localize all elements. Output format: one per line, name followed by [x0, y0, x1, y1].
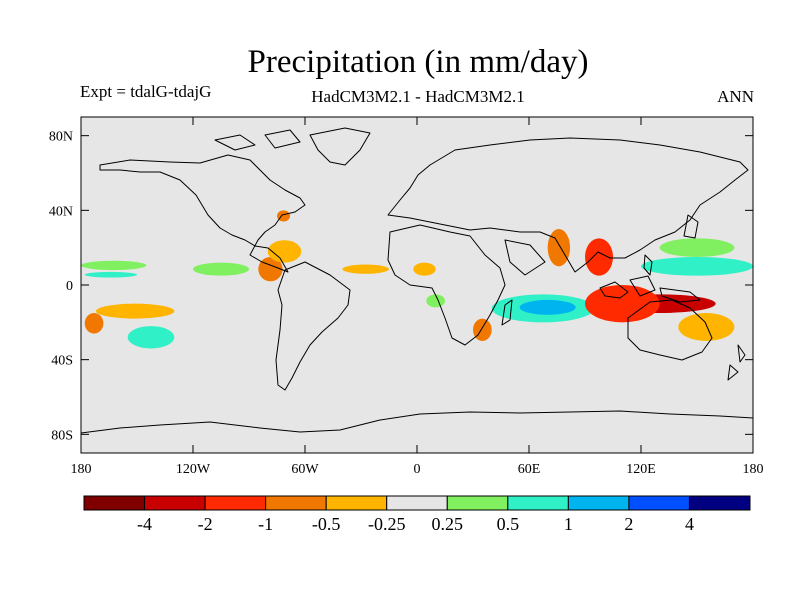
colorbar-swatch	[567, 495, 630, 511]
colorbar-swatch	[325, 495, 388, 511]
colorbar-swatch	[386, 495, 448, 511]
model-label: HadCM3M2.1 - HadCM3M2.1	[311, 87, 525, 106]
colorbar-level-label: -0.25	[368, 514, 406, 534]
anomaly-region-10	[413, 262, 436, 276]
anomaly-fills	[81, 210, 753, 349]
anomaly-region-0	[81, 260, 147, 271]
coastline-north-america	[99, 154, 306, 273]
colorbar-swatch	[204, 495, 267, 511]
colorbar-swatch	[265, 495, 327, 511]
colorbar-level-label: -1	[258, 514, 273, 534]
anomaly-region-1	[84, 271, 137, 278]
colorbar-level-label: 0.25	[432, 514, 464, 534]
x-tick-label: 180	[71, 462, 92, 477]
y-tick-label: 80N	[49, 130, 73, 145]
anomaly-region-11	[426, 294, 445, 308]
anomaly-region-12	[473, 318, 492, 341]
x-tick-label: 180	[743, 462, 764, 477]
coastline-antarctica	[81, 410, 753, 434]
anomaly-region-7	[267, 240, 302, 263]
anomaly-region-8	[277, 210, 291, 222]
x-tick-label: 60W	[291, 462, 319, 477]
anomaly-region-14	[519, 299, 576, 315]
coastline-japan	[683, 214, 699, 239]
coastline-australia	[627, 299, 713, 361]
coastlines	[81, 127, 753, 434]
anomaly-region-2	[95, 303, 175, 319]
colorbar-swatch	[83, 495, 146, 511]
y-tick-label: 80S	[51, 428, 73, 443]
anomaly-region-3	[84, 313, 104, 334]
map-background	[81, 117, 753, 453]
y-tick-label: 40N	[49, 204, 73, 219]
colorbar-level-label: 2	[624, 514, 633, 534]
x-tick-label: 120E	[626, 462, 656, 477]
coastline-greenland	[309, 127, 371, 166]
coastline-indonesia	[599, 254, 701, 303]
anomaly-region-15	[547, 229, 571, 267]
anomaly-region-5	[193, 262, 249, 276]
colorbar-level-label: 0.5	[497, 514, 520, 534]
anomaly-region-16	[585, 238, 613, 276]
colorbar-swatch	[507, 495, 569, 511]
coastline-africa	[387, 224, 506, 346]
axes: 180 120W 60W 0 60E 120E 180 80N 40N 0 40S 80S	[49, 117, 764, 477]
anomaly-region-9	[342, 264, 389, 274]
x-tick-label: 60E	[518, 462, 541, 477]
anomaly-region-19	[678, 313, 735, 341]
anomaly-region-20	[641, 257, 753, 276]
colorbar-level-label: 1	[564, 514, 573, 534]
anomaly-region-4	[127, 326, 175, 349]
anomaly-region-21	[659, 238, 735, 257]
coastline-new-zealand	[727, 344, 746, 381]
colorbar-swatch	[446, 495, 509, 511]
y-tick-label: 40S	[51, 354, 73, 369]
colorbar-swatch	[688, 495, 751, 511]
colorbar: -4 -2 -1 -0.5 -0.25 0.25 0.5 1 2 4	[83, 495, 751, 534]
experiment-label: Expt = tdalG-tdajG	[80, 82, 212, 101]
coastline-south-america	[275, 261, 351, 391]
coastline-arabia	[504, 239, 546, 276]
y-tick-label: 0	[66, 279, 73, 294]
chart-title: Precipitation (in mm/day)	[247, 44, 589, 80]
x-tick-label: 0	[414, 462, 421, 477]
colorbar-level-label: -2	[198, 514, 213, 534]
colorbar-level-label: 4	[685, 514, 694, 534]
x-tick-label: 120W	[176, 462, 211, 477]
colorbar-swatch	[144, 495, 206, 511]
coastline-arctic-islands	[214, 129, 301, 151]
colorbar-swatch	[628, 495, 690, 511]
coastline-madagascar	[501, 299, 513, 326]
colorbar-level-label: -4	[137, 514, 152, 534]
colorbar-level-label: -0.5	[312, 514, 341, 534]
season-label: ANN	[717, 87, 754, 106]
coastline-eurasia	[387, 137, 749, 273]
